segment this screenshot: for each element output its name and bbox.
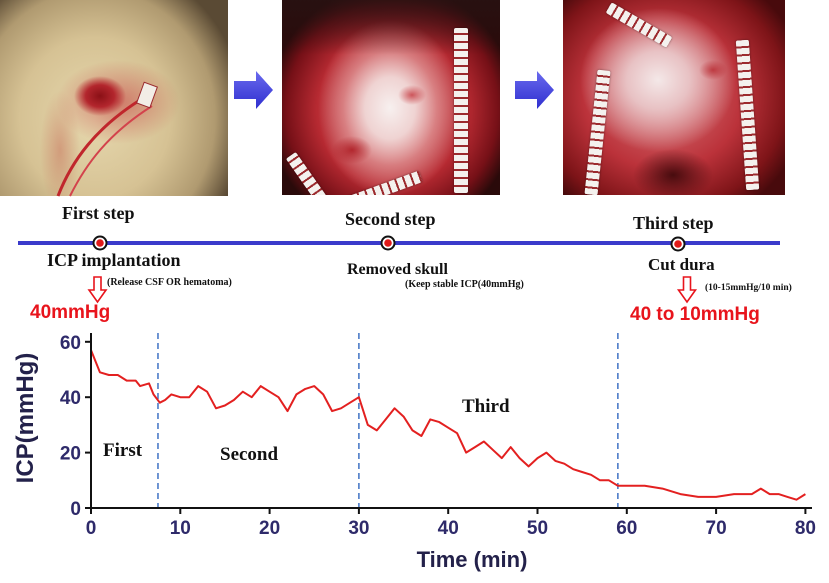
x-tick-label: 0 bbox=[86, 518, 97, 539]
flow-arrow-icon bbox=[515, 71, 554, 109]
chart-marks: 0 10 20 30 40 50 60 70 80 0 20 40 60 bbox=[60, 333, 816, 539]
x-tick-label: 10 bbox=[170, 518, 191, 539]
icp-series-line bbox=[90, 349, 806, 501]
x-axis-title: Time (min) bbox=[417, 547, 528, 572]
step-2-marker bbox=[380, 235, 396, 251]
step-1-note: (Release CSF OR hematoma) bbox=[107, 277, 232, 288]
down-arrow-icon bbox=[676, 276, 698, 304]
step-1-action: ICP implantation bbox=[47, 250, 181, 270]
step-3-marker bbox=[670, 236, 686, 252]
step-2-title: Second step bbox=[345, 209, 436, 229]
y-tick-label: 40 bbox=[60, 388, 81, 409]
x-tick-label: 50 bbox=[527, 518, 548, 539]
photo-cut-dura bbox=[563, 0, 785, 195]
step-1-title: First step bbox=[62, 203, 134, 223]
y-tick-label: 60 bbox=[60, 333, 81, 354]
step-1-pressure: 40mmHg bbox=[30, 302, 110, 323]
y-tick-label: 0 bbox=[70, 499, 81, 520]
down-arrow-icon bbox=[87, 276, 108, 304]
step-3-title: Third step bbox=[633, 213, 714, 233]
photo-removed-skull bbox=[282, 0, 500, 195]
phase-label-third: Third bbox=[462, 396, 510, 417]
x-tick-label: 20 bbox=[259, 518, 280, 539]
y-axis-title: ICP(mmHg) bbox=[12, 353, 39, 484]
x-tick-label: 40 bbox=[438, 518, 459, 539]
phase-label-first: First bbox=[103, 440, 143, 461]
catheter-tube bbox=[69, 105, 153, 197]
x-tick-label: 70 bbox=[706, 518, 727, 539]
step-3-action: Cut dura bbox=[648, 255, 715, 274]
x-tick-label: 30 bbox=[348, 518, 369, 539]
y-tick-label: 20 bbox=[60, 444, 81, 465]
catheter-clip bbox=[136, 81, 158, 109]
x-tick-label: 80 bbox=[795, 518, 816, 539]
step-2-note: (Keep stable ICP(40mmHg) bbox=[405, 279, 524, 290]
phase-label-second: Second bbox=[220, 444, 279, 465]
catheter-tube bbox=[56, 98, 141, 197]
x-tick-label: 60 bbox=[616, 518, 637, 539]
step-1-marker bbox=[92, 235, 108, 251]
step-3-note: (10-15mmHg/10 min) bbox=[705, 282, 792, 293]
photo-1-details bbox=[56, 81, 158, 197]
step-3-pressure: 40 to 10mmHg bbox=[630, 304, 760, 325]
retractor-clips bbox=[454, 28, 468, 193]
flow-arrow-icon bbox=[234, 71, 273, 109]
photo-icp-implantation bbox=[0, 0, 228, 196]
step-2-action: Removed skull bbox=[347, 261, 448, 278]
